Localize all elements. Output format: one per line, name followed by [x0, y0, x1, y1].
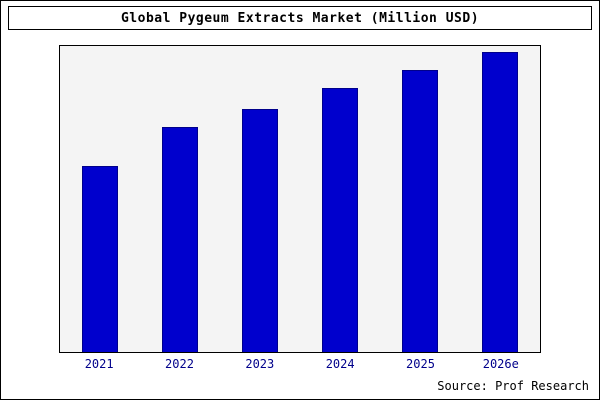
bar-slot-2025	[380, 46, 460, 352]
source-label: Source: Prof Research	[437, 379, 589, 393]
bar-slot-2024	[300, 46, 380, 352]
x-tick-2023: 2023	[245, 357, 275, 371]
bar-slot-2021	[60, 46, 140, 352]
x-tick-2024: 2024	[325, 357, 355, 371]
x-tick-2025: 2025	[406, 357, 435, 371]
bar-2023	[242, 109, 278, 352]
bar-slot-2023	[220, 46, 300, 352]
x-tick-2021: 2021	[84, 357, 114, 371]
x-tick-2022: 2022	[165, 357, 194, 371]
x-axis-labels: 2021 2022 2023 2024 2025 2026e	[59, 357, 541, 371]
bar-2024	[322, 88, 358, 352]
x-tick-2026e: 2026e	[482, 357, 519, 371]
chart-title: Global Pygeum Extracts Market (Million U…	[120, 10, 480, 26]
bar-slot-2026e	[460, 46, 540, 352]
bar-2025	[402, 70, 438, 352]
bar-2026e	[482, 52, 518, 352]
bars-container	[60, 46, 540, 352]
bar-2021	[82, 166, 118, 352]
plot-area	[59, 45, 541, 353]
bar-2022	[162, 127, 198, 352]
bar-slot-2022	[140, 46, 220, 352]
chart-title-box: Global Pygeum Extracts Market (Million U…	[8, 6, 592, 30]
